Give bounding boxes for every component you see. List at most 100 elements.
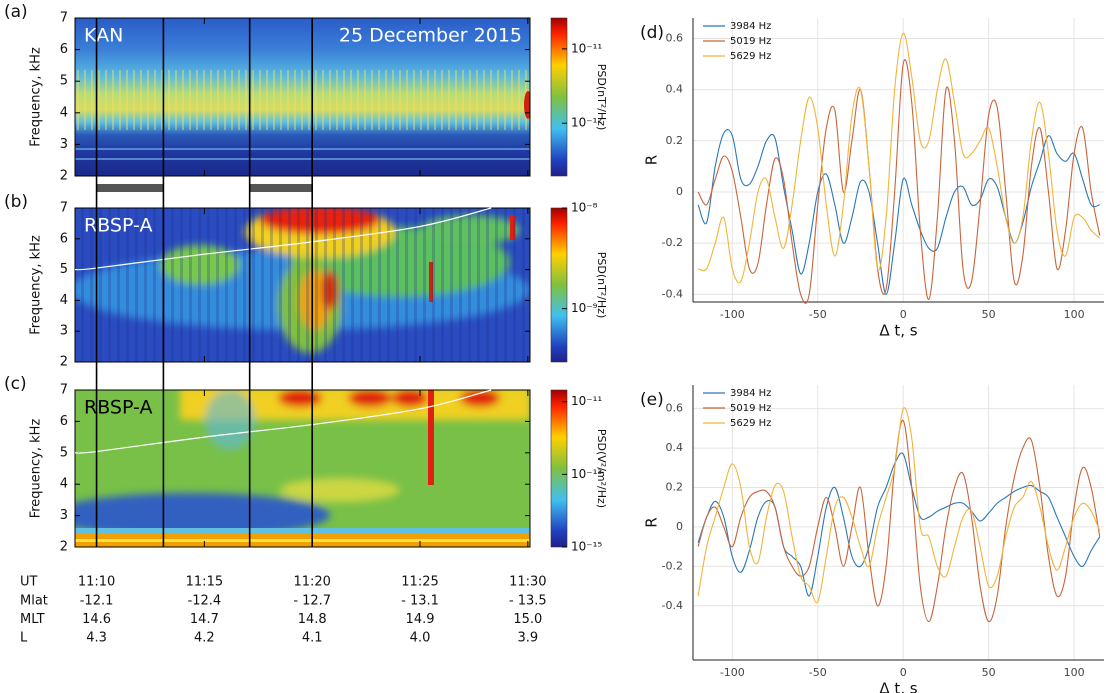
y-tick-label: 5 <box>60 445 68 460</box>
colorbar <box>550 207 568 363</box>
y-tick-label: 5 <box>60 74 68 89</box>
y-tick-label: 7 <box>60 383 68 398</box>
row-value: 4.1 <box>302 631 323 646</box>
colorbar-label: PSD(V²/m²/Hz) <box>595 429 608 508</box>
y-axis-label: R <box>643 155 661 165</box>
row-value: -12.4 <box>188 594 222 609</box>
series-line <box>697 407 1101 604</box>
y-tick-label: 3 <box>60 137 68 152</box>
panel-label: (e) <box>640 390 664 410</box>
y-tick-label: 6 <box>60 414 68 429</box>
row-value: 3.9 <box>517 631 538 646</box>
y-tick-label: 3 <box>60 324 68 339</box>
row-value: - 13.1 <box>401 594 439 609</box>
x-tick-label: 100 <box>1064 666 1085 679</box>
interval-bar <box>249 184 313 192</box>
y-tick-label: 6 <box>60 42 68 57</box>
legend-label: 3984 Hz <box>730 388 771 399</box>
y-tick-label: 0.2 <box>666 134 684 147</box>
y-tick-label: 4 <box>60 477 68 492</box>
x-tick-label: 11:20 <box>293 575 330 590</box>
y-tick-label: -0.4 <box>662 599 683 612</box>
y-tick-label: -0.4 <box>662 287 683 300</box>
x-tick-label: 0 <box>900 308 907 321</box>
y-tick-label: 2 <box>60 169 68 184</box>
legend-label: 3984 Hz <box>730 21 771 32</box>
y-tick-label: 0.2 <box>666 481 684 494</box>
y-tick-label: 0.6 <box>666 402 684 415</box>
spectrogram-image <box>75 390 530 547</box>
x-tick-label: 100 <box>1064 308 1085 321</box>
row-value: - 13.5 <box>509 594 547 609</box>
plot-frame <box>74 207 531 363</box>
panel-title: RBSP-A <box>84 215 152 237</box>
y-axis-label: R <box>643 517 661 527</box>
x-tick-label: 50 <box>982 308 996 321</box>
series-line <box>697 452 1101 597</box>
colorbar-tick-label: 10⁻¹⁵ <box>571 540 602 554</box>
colorbar-label: PSD(nT²/Hz) <box>595 64 608 131</box>
x-tick-label: -100 <box>720 308 745 321</box>
legend-label: 5019 Hz <box>730 403 771 414</box>
y-tick-label: 4 <box>60 293 68 308</box>
legend-label: 5019 Hz <box>730 36 771 47</box>
row-title: L <box>20 631 28 646</box>
row-value: 14.6 <box>82 612 111 627</box>
legend-label: 5629 Hz <box>730 51 771 62</box>
date-label: 25 December 2015 <box>339 25 522 47</box>
row-value: - 12.7 <box>293 594 331 609</box>
x-tick-label: -50 <box>809 308 827 321</box>
y-tick-label: 5 <box>60 262 68 277</box>
y-tick-label: 4 <box>60 105 68 120</box>
y-tick-label: 6 <box>60 231 68 246</box>
colorbar-tick-label: 10⁻¹¹ <box>571 41 602 55</box>
colorbar-tick-label: 10⁻⁸ <box>571 201 598 215</box>
legend-label: 5629 Hz <box>730 418 771 429</box>
x-tick-label: -100 <box>720 666 745 679</box>
y-tick-label: 0.4 <box>666 441 684 454</box>
spectrogram-image <box>75 208 530 362</box>
colorbar <box>550 17 568 177</box>
y-tick-label: 7 <box>60 201 68 216</box>
series-line <box>697 129 1100 295</box>
x-tick-label: 11:10 <box>78 575 115 590</box>
row-value: 4.2 <box>194 631 215 646</box>
y-tick-label: 0 <box>676 520 683 533</box>
y-tick-label: 0.6 <box>666 31 684 44</box>
series-line <box>697 59 1101 304</box>
spectrogram-image <box>75 18 530 176</box>
panel-label: (c) <box>4 374 27 394</box>
colorbar-tick-label: 10⁻¹² <box>571 116 602 130</box>
panel-label: (d) <box>640 23 664 43</box>
row-title: UT <box>20 575 38 590</box>
x-tick-label: 11:25 <box>401 575 438 590</box>
y-axis-label: Frequency, kHz <box>29 235 44 335</box>
row-value: 15.0 <box>513 612 542 627</box>
row-title: Mlat <box>20 594 48 609</box>
row-value: 14.7 <box>190 612 219 627</box>
panel-label: (a) <box>4 2 28 22</box>
x-tick-label: -50 <box>809 666 827 679</box>
row-title: MLT <box>20 612 45 627</box>
panel-title: KAN <box>84 25 123 47</box>
series-line <box>697 32 1101 284</box>
y-tick-label: 0.4 <box>666 83 684 96</box>
panel-title: RBSP-A <box>84 397 152 419</box>
y-axis-label: Frequency, kHz <box>29 419 44 519</box>
y-tick-label: 7 <box>60 11 68 26</box>
y-tick-label: -0.2 <box>662 236 683 249</box>
panel-label: (b) <box>4 192 28 212</box>
x-axis-label: Δ t, s <box>879 322 917 340</box>
y-tick-label: 0 <box>676 185 683 198</box>
colorbar-tick-label: 10⁻⁹ <box>571 301 598 315</box>
colorbar-tick-label: 10⁻¹¹ <box>571 394 602 408</box>
x-axis-label: Δ t, s <box>879 680 917 693</box>
colorbar <box>550 389 568 548</box>
y-tick-label: 2 <box>60 355 68 370</box>
row-value: 14.9 <box>406 612 435 627</box>
plot-frame <box>74 17 531 177</box>
row-value: 4.3 <box>86 631 107 646</box>
row-value: 4.0 <box>410 631 431 646</box>
colorbar-label: PSD(nT²/Hz) <box>595 252 608 319</box>
